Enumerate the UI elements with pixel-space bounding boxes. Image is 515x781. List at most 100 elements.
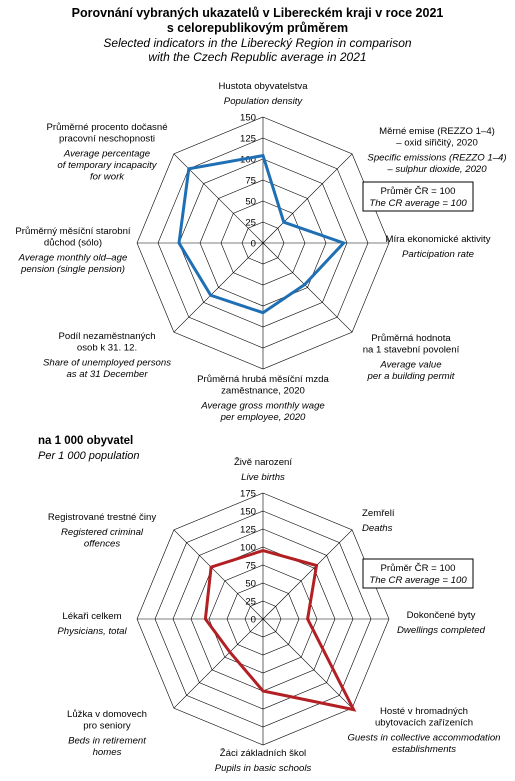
chart2-tick-label: 50 (245, 579, 256, 590)
chart1-reference-box (362, 181, 474, 212)
chart1-axis-label-en: Population density (224, 96, 304, 107)
chart2-tick-label: 0 (251, 615, 256, 626)
chart2-tick-label: 150 (240, 507, 256, 518)
chart2-axis-label-cz: Živě narození (234, 457, 292, 468)
chart2-tick-label: 75 (245, 561, 256, 572)
chart2-axis-label-cz: Hosté v hromadných (380, 706, 468, 717)
chart1-axis-label-en: pension (single pension) (20, 264, 125, 275)
chart1-tick-label: 100 (240, 155, 256, 166)
chart1-axis-label-en: Average gross monthly wage (200, 401, 325, 412)
chart1-axis-label-en: Average percentage (63, 149, 150, 160)
chart2-axis-label-en: homes (93, 747, 122, 758)
chart2-axis-label: Lékaři celkem Physicians, total (57, 611, 127, 637)
chart1-axis-label-en: Participation rate (402, 249, 474, 260)
chart1-axis-label-en: – sulphur dioxide, 2020 (386, 164, 487, 175)
chart2-axis-label-cz: Dokončené byty (407, 610, 476, 621)
chart1-axis-label: Míra ekonomické aktivity Participation ra… (385, 234, 490, 260)
chart2-axis-label-en: Deaths (362, 523, 393, 534)
chart2-axis-label-en: Dwellings completed (397, 625, 486, 636)
chart1-axis-label-cz: Míra ekonomické aktivity (385, 234, 490, 245)
chart2-reference-note-en: The CR average = 100 (369, 575, 467, 586)
chart1-axis-label: Průměrná hrubá měsíční mzda zaměstnance, … (197, 374, 329, 423)
chart2-reference-box (362, 558, 474, 589)
chart2-series-line (203, 549, 357, 712)
chart1-axis-label: Měrné emise (REZZO 1–4) – oxid siřičitý, … (367, 126, 506, 175)
chart2-subtitle-cz: na 1 000 obyvatel (38, 435, 133, 447)
chart2-axis-label-cz: ubytovacích zařízeních (375, 718, 473, 729)
chart1-axis-label: Podíl nezaměstnaných osob k 31. 12. Share … (43, 331, 171, 380)
chart1-axis-label-en: for work (90, 172, 125, 183)
chart1-axis-label-cz: Průměrné procento dočasné (46, 122, 167, 133)
chart2-axis-label-en: Guests in collective accommodation (347, 733, 500, 744)
chart1-axis-label: Hustota obyvatelstva Population density (218, 81, 308, 107)
chart2-axis-label-cz: Zemřelí (362, 508, 395, 519)
chart2-axis-label: Žáci základních škol Pupils in basic scho… (215, 748, 312, 774)
chart2-tick-label: 175 (240, 489, 256, 500)
chart1-reference-note-en: The CR average = 100 (369, 198, 467, 209)
chart1-series-line (177, 153, 347, 315)
chart2-axis-label: Živě narození Live births (234, 457, 292, 483)
chart1-axis-label-en: Average value (379, 360, 441, 371)
chart2-axis-label-cz: Lůžka v domovech (67, 709, 147, 720)
chart2-axis-label: Dokončené byty Dwellings completed (397, 610, 486, 636)
chart1-axis-label: Průměrný měsíční starobní důchod (sólo) Av… (15, 226, 131, 275)
chart2-spoke (173, 618, 264, 709)
chart2-axis-label-cz: Žáci základních škol (220, 748, 306, 759)
chart1-axis-label-cz: Průměrná hrubá měsíční mzda (197, 374, 329, 385)
chart1-axis-label-cz: osob k 31. 12. (77, 343, 137, 354)
chart2-axis-label-en: establishments (392, 744, 456, 755)
chart1-axis-label-cz: Podíl nezaměstnaných (58, 331, 155, 342)
chart1-axis-label: Průměrná hodnota na 1 stavební povolení Av… (363, 333, 460, 382)
chart2-axis-label: Registrované trestné činy Registered crim… (48, 512, 156, 550)
chart1-axis-label-en: per a building permit (367, 371, 455, 382)
chart2-axis-label-cz: Lékaři celkem (62, 611, 121, 622)
chart2-axis-label-en: Physicians, total (57, 626, 127, 637)
chart2-axis-label-en: Registered criminal (61, 527, 144, 538)
chart1-axis-label-cz: pracovní neschopnosti (59, 134, 155, 145)
chart2-axis-label-en: Beds in retirement (68, 736, 146, 747)
chart2-axis-label-cz: pro seniory (83, 721, 131, 732)
chart1-axis-label-cz: Měrné emise (REZZO 1–4) (379, 126, 495, 137)
chart1-axis-label-en: Specific emissions (REZZO 1–4) (367, 153, 506, 164)
chart1-axis-label-cz: – oxid siřičitý, 2020 (396, 138, 478, 149)
chart2-spoke (173, 529, 264, 620)
chart1-axis-label-cz: Průměrný měsíční starobní (15, 226, 131, 237)
chart2-subtitle-en: Per 1 000 population (38, 450, 140, 462)
chart1-axis-label-cz: důchod (sólo) (44, 238, 102, 249)
chart2-spoke (262, 529, 353, 620)
chart1-axis-label-en: Average monthly old–age (18, 253, 128, 264)
chart1-tick-label: 150 (240, 113, 256, 124)
chart1-axis-label-cz: Hustota obyvatelstva (218, 81, 308, 92)
title-block: Porovnání vybraných ukazatelů v Libereck… (0, 6, 515, 64)
chart2-axis-label-en: offences (84, 539, 120, 550)
chart1-axis-label: Průměrné procento dočasné pracovní nescho… (46, 122, 167, 183)
chart1-axis-label-en: as at 31 December (66, 369, 148, 380)
chart1-tick-label: 0 (251, 239, 256, 250)
chart2-axis-label: Lůžka v domovech pro seniory Beds in retir… (67, 709, 147, 758)
chart2-tick-label: 100 (240, 543, 256, 554)
chart1-spoke (262, 242, 353, 333)
chart1-tick-label: 50 (245, 197, 256, 208)
chart-title-cz: Porovnání vybraných ukazatelů v Libereck… (71, 6, 444, 35)
chart2-axis-label-cz: Registrované trestné činy (48, 512, 156, 523)
chart2-axis-label-en: Live births (241, 472, 285, 483)
chart-title-en: Selected indicators in the Liberecký Reg… (103, 36, 412, 64)
chart2-axis-label: Zemřelí Deaths (362, 508, 395, 534)
chart1-reference-note-cz: Průměr ČR = 100 (381, 186, 456, 197)
chart2-axis-label-en: Pupils in basic schools (215, 763, 312, 774)
chart1-axis-label-en: of temporary incapacity (57, 160, 157, 171)
chart1-axis-label-cz: na 1 stavební povolení (363, 345, 460, 356)
chart2-axis-label: Hosté v hromadných ubytovacích zařízeních… (347, 706, 500, 755)
chart2-reference-note-cz: Průměr ČR = 100 (381, 563, 456, 574)
chart1-axis-label-en: Share of unemployed persons (43, 358, 171, 369)
chart1-tick-label: 75 (245, 176, 256, 187)
chart1-group: 0 25 50 75 100 125 150 Hustota obyvatelstva Popu… (15, 81, 506, 423)
chart1-spoke (262, 153, 353, 244)
chart2-group: 0 25 50 75 100 125 150 175 Živě narození Live bir… (48, 457, 501, 774)
chart1-axis-label-cz: zaměstnance, 2020 (221, 386, 305, 397)
chart1-tick-label: 125 (240, 134, 256, 145)
chart1-axis-label-en: per employee, 2020 (220, 412, 306, 423)
chart1-tick-label: 25 (245, 218, 256, 229)
chart2-tick-label: 25 (245, 597, 256, 608)
